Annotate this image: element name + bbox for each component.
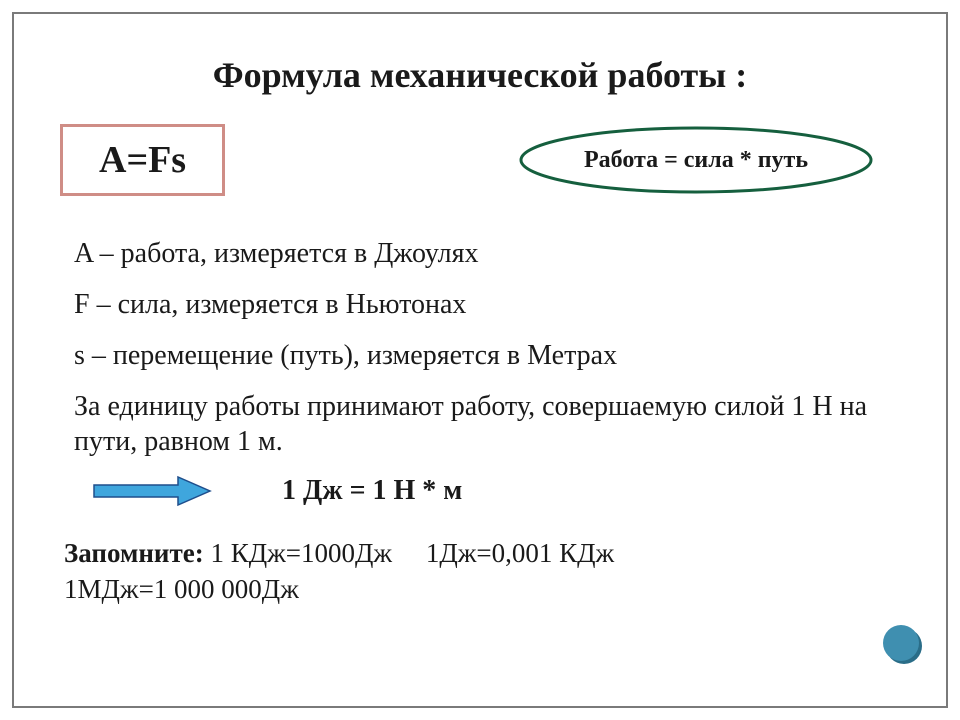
slide-frame: Формула механической работы : A=Fs Работ… [12, 12, 948, 708]
arrow-right-icon [92, 475, 212, 507]
unit-row: 1 Дж = 1 Н * м [54, 475, 906, 507]
remember-part: 1МДж=1 000 000Дж [64, 574, 299, 604]
unit-equation: 1 Дж = 1 Н * м [282, 475, 462, 507]
remember-block: Запомните: 1 КДж=1000Дж 1Дж=0,001 КДж 1М… [54, 535, 906, 608]
remember-lead: Запомните: [64, 538, 204, 568]
definition-line: s – перемещение (путь), измеряется в Мет… [74, 338, 906, 373]
remember-part: 1 КДж=1000Дж [210, 538, 392, 568]
formula-box: A=Fs [60, 124, 225, 196]
definitions-block: A – работа, измеряется в Джоулях F – сил… [54, 236, 906, 459]
formula-row: A=Fs Работа = сила * путь [54, 124, 906, 196]
ellipse-text: Работа = сила * путь [516, 124, 876, 196]
page-title: Формула механической работы : [54, 54, 906, 96]
definition-line: За единицу работы принимают работу, сове… [74, 389, 906, 459]
definition-line: F – сила, измеряется в Ньютонах [74, 287, 906, 322]
ellipse-callout: Работа = сила * путь [516, 124, 876, 196]
corner-circle-icon [880, 622, 924, 666]
remember-part: 1Дж=0,001 КДж [426, 538, 614, 568]
definition-line: A – работа, измеряется в Джоулях [74, 236, 906, 271]
